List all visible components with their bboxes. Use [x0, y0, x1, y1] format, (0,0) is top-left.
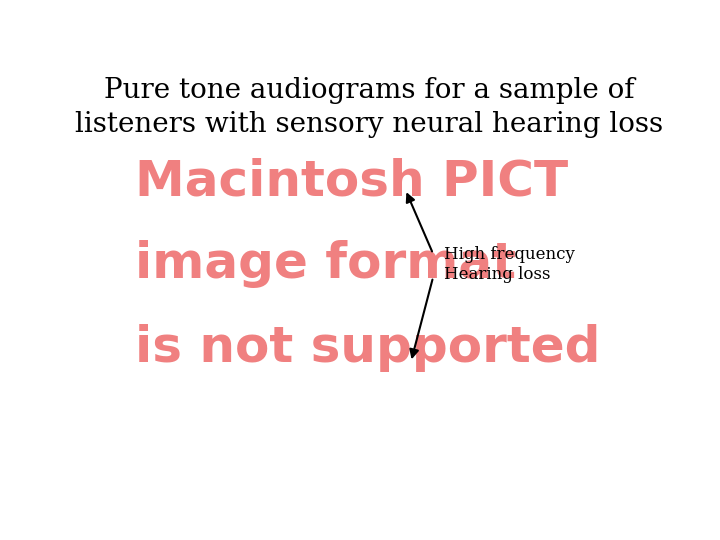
Text: High frequency
Hearing loss: High frequency Hearing loss: [444, 246, 575, 282]
Text: is not supported: is not supported: [135, 323, 600, 372]
Text: Macintosh PICT: Macintosh PICT: [135, 157, 568, 205]
Text: Pure tone audiograms for a sample of
listeners with sensory neural hearing loss: Pure tone audiograms for a sample of lis…: [75, 77, 663, 138]
Text: image format: image format: [135, 240, 516, 288]
